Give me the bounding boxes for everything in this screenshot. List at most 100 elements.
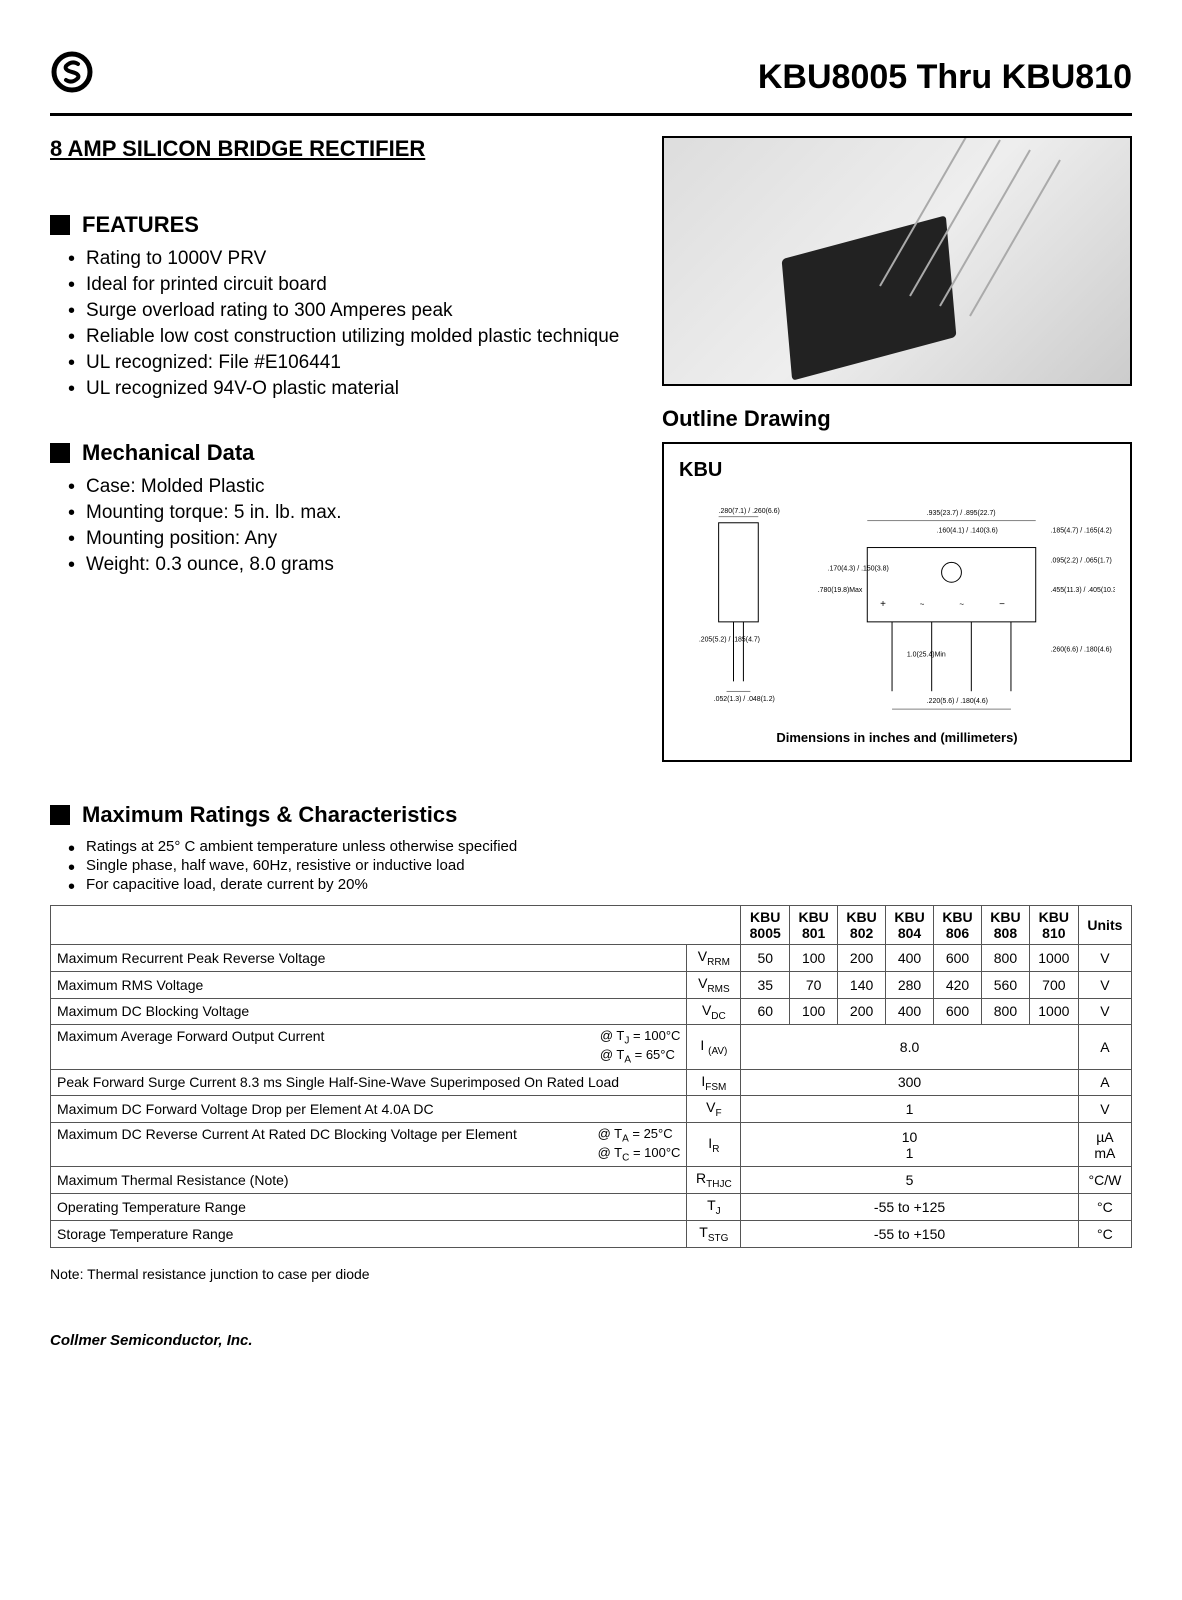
table-cell: 600	[934, 998, 982, 1025]
ratings-table: KBU8005KBU801KBU802KBU804KBU806KBU808KBU…	[50, 905, 1132, 1248]
table-cell: 280	[886, 971, 934, 998]
svg-text:.780(19.8)Max: .780(19.8)Max	[818, 587, 863, 594]
table-symbol: I (AV)	[687, 1025, 741, 1069]
mechanical-list: Case: Molded Plastic Mounting torque: 5 i…	[50, 476, 632, 576]
table-symbol: TSTG	[687, 1220, 741, 1247]
table-param: Maximum DC Reverse Current At Rated DC B…	[51, 1123, 687, 1167]
page-title: KBU8005 Thru KBU810	[758, 58, 1132, 97]
table-cell: 600	[934, 945, 982, 972]
table-cell: 8.0	[741, 1025, 1078, 1069]
list-item: For capacitive load, derate current by 2…	[86, 876, 1132, 893]
table-unit: V	[1078, 1096, 1131, 1123]
table-symbol: VF	[687, 1096, 741, 1123]
product-photo	[662, 136, 1132, 386]
list-item: Ideal for printed circuit board	[86, 274, 632, 296]
table-header: KBU8005	[741, 906, 790, 945]
svg-text:.095(2.2) / .065(1.7): .095(2.2) / .065(1.7)	[1051, 557, 1112, 564]
product-subtitle: 8 AMP SILICON BRIDGE RECTIFIER	[50, 136, 632, 162]
table-header: KBU804	[886, 906, 934, 945]
table-param: Maximum Recurrent Peak Reverse Voltage	[51, 945, 687, 972]
table-symbol: VDC	[687, 998, 741, 1025]
table-cell: -55 to +125	[741, 1194, 1078, 1221]
table-param: Maximum RMS Voltage	[51, 971, 687, 998]
table-unit: °C/W	[1078, 1167, 1131, 1194]
table-param: Operating Temperature Range	[51, 1194, 687, 1221]
page-header: KBU8005 Thru KBU810	[50, 50, 1132, 116]
table-param: Maximum DC Blocking Voltage	[51, 998, 687, 1025]
table-param: Maximum Average Forward Output Current@ …	[51, 1025, 687, 1069]
table-cell: 400	[886, 998, 934, 1025]
ratings-heading: Maximum Ratings & Characteristics	[50, 802, 1132, 828]
square-bullet-icon	[50, 215, 70, 235]
svg-text:.220(5.6) / .180(4.6): .220(5.6) / .180(4.6)	[927, 698, 988, 705]
table-unit: °C	[1078, 1220, 1131, 1247]
table-cell: 70	[790, 971, 838, 998]
table-cell: 200	[838, 998, 886, 1025]
mechanical-heading: Mechanical Data	[50, 440, 632, 466]
table-cell: 1000	[1029, 945, 1078, 972]
list-item: Mounting position: Any	[86, 528, 632, 550]
table-cell: 700	[1029, 971, 1078, 998]
table-unit: V	[1078, 998, 1131, 1025]
company-footer: Collmer Semiconductor, Inc.	[50, 1332, 1132, 1349]
outline-heading: Outline Drawing	[662, 406, 1132, 432]
table-cell: 200	[838, 945, 886, 972]
table-cell: 800	[981, 998, 1029, 1025]
svg-text:.205(5.2) / .185(4.7): .205(5.2) / .185(4.7)	[699, 637, 760, 644]
table-symbol: IR	[687, 1123, 741, 1167]
svg-text:.455(11.3) / .405(10.3): .455(11.3) / .405(10.3)	[1051, 587, 1115, 594]
table-cell: 800	[981, 945, 1029, 972]
svg-text:.170(4.3) / .150(3.8): .170(4.3) / .150(3.8)	[828, 565, 889, 572]
table-symbol: TJ	[687, 1194, 741, 1221]
table-cell: 140	[838, 971, 886, 998]
table-cell: 50	[741, 945, 790, 972]
list-item: Weight: 0.3 ounce, 8.0 grams	[86, 554, 632, 576]
features-heading: FEATURES	[50, 212, 632, 238]
svg-text:1.0(25.4)Min: 1.0(25.4)Min	[907, 652, 946, 659]
table-param: Peak Forward Surge Current 8.3 ms Single…	[51, 1069, 687, 1096]
table-cell: 560	[981, 971, 1029, 998]
table-symbol: RTHJC	[687, 1167, 741, 1194]
svg-text:.935(23.7) / .895(22.7): .935(23.7) / .895(22.7)	[927, 510, 996, 517]
table-cell: -55 to +150	[741, 1220, 1078, 1247]
table-cell: 60	[741, 998, 790, 1025]
company-logo	[50, 50, 94, 105]
table-cell: 100	[790, 998, 838, 1025]
table-unit: A	[1078, 1025, 1131, 1069]
outline-drawing-box: KBU .280(7.1) / .260(6.6) .205(5.2) / .1…	[662, 442, 1132, 762]
list-item: Rating to 1000V PRV	[86, 248, 632, 270]
svg-text:.260(6.6) / .180(4.6): .260(6.6) / .180(4.6)	[1051, 647, 1112, 654]
svg-text:.160(4.1) / .140(3.6): .160(4.1) / .140(3.6)	[937, 528, 998, 535]
table-cell: 100	[790, 945, 838, 972]
table-header: KBU808	[981, 906, 1029, 945]
table-unit: V	[1078, 945, 1131, 972]
table-cell: 1	[741, 1096, 1078, 1123]
svg-text:~: ~	[920, 600, 925, 609]
table-header: Units	[1078, 906, 1131, 945]
list-item: UL recognized: File #E106441	[86, 352, 632, 374]
square-bullet-icon	[50, 805, 70, 825]
list-item: Reliable low cost construction utilizing…	[86, 326, 632, 348]
table-footnote: Note: Thermal resistance junction to cas…	[50, 1266, 1132, 1282]
table-unit: µAmA	[1078, 1123, 1131, 1167]
table-param: Storage Temperature Range	[51, 1220, 687, 1247]
table-symbol: VRMS	[687, 971, 741, 998]
table-cell: 5	[741, 1167, 1078, 1194]
svg-text:~: ~	[959, 600, 964, 609]
svg-text:.185(4.7) / .165(4.2): .185(4.7) / .165(4.2)	[1051, 528, 1112, 535]
table-cell: 300	[741, 1069, 1078, 1096]
table-cell: 101	[741, 1123, 1078, 1167]
list-item: Ratings at 25° C ambient temperature unl…	[86, 838, 1132, 855]
mechanical-drawing: .280(7.1) / .260(6.6) .205(5.2) / .185(4…	[679, 492, 1115, 722]
table-param: Maximum DC Forward Voltage Drop per Elem…	[51, 1096, 687, 1123]
outline-label: KBU	[679, 459, 1115, 482]
table-header: KBU806	[934, 906, 982, 945]
list-item: Mounting torque: 5 in. lb. max.	[86, 502, 632, 524]
table-unit: V	[1078, 971, 1131, 998]
table-header: KBU801	[790, 906, 838, 945]
svg-text:.280(7.1) / .260(6.6): .280(7.1) / .260(6.6)	[719, 508, 780, 515]
table-cell: 420	[934, 971, 982, 998]
list-item: Case: Molded Plastic	[86, 476, 632, 498]
table-cell: 1000	[1029, 998, 1078, 1025]
table-header: KBU810	[1029, 906, 1078, 945]
